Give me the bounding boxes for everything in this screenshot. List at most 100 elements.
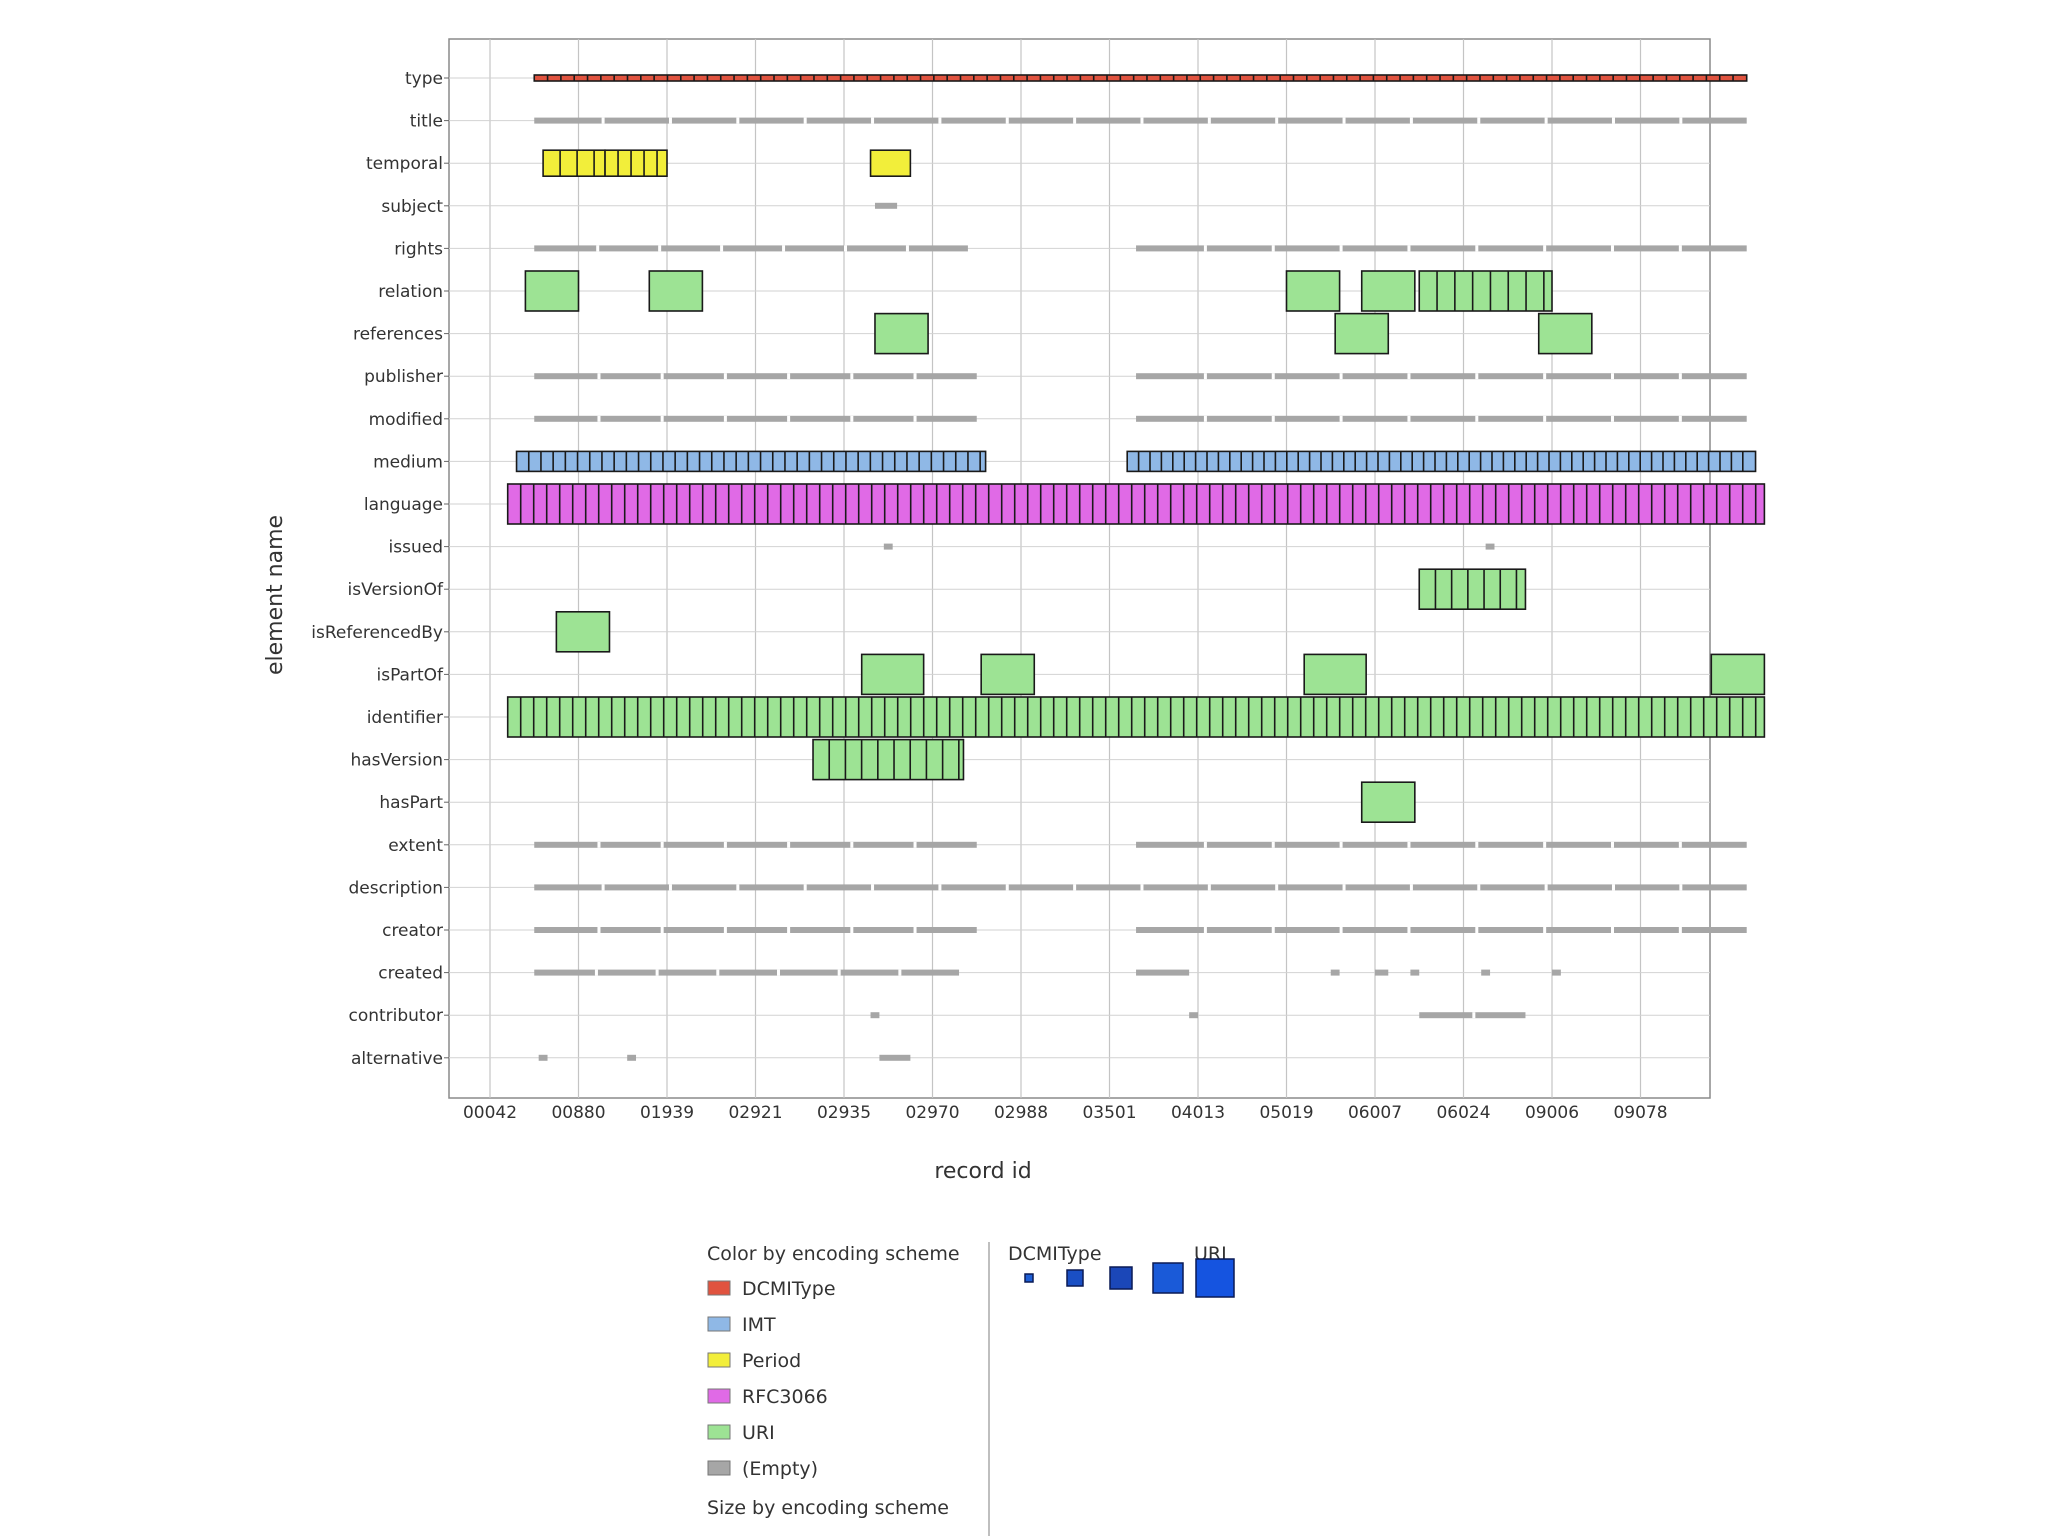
segment-gap <box>1611 373 1614 380</box>
segment-gap <box>837 969 841 976</box>
legend-size-square <box>1152 1262 1184 1294</box>
y-tick-label: language <box>364 495 443 515</box>
y-tick-label: extent <box>388 836 443 856</box>
legend-size-title: Size by encoding scheme <box>707 1497 949 1519</box>
y-tick-label: issued <box>389 538 443 558</box>
y-tick-label: alternative <box>351 1049 443 1069</box>
segment-gap <box>1339 927 1343 933</box>
bar-temporal <box>542 149 606 177</box>
segment <box>1360 270 1416 312</box>
bar-creator <box>1136 927 1747 933</box>
segment-gap <box>776 969 780 976</box>
bar-relation <box>1360 270 1416 312</box>
segment-gap <box>1271 373 1275 380</box>
segment <box>812 738 965 781</box>
bar-created <box>1410 969 1420 976</box>
bar-modified <box>534 415 977 422</box>
legend: Color by encoding scheme Size by encodin… <box>707 1242 1235 1536</box>
empty-segment <box>538 1054 548 1061</box>
segment-gap <box>660 373 664 380</box>
segment-gap <box>850 841 854 848</box>
x-tick-label: 09078 <box>1613 1103 1667 1123</box>
bar-isreferencedby <box>555 610 611 653</box>
bar-description <box>534 884 1747 891</box>
segment-gap <box>787 415 791 422</box>
bar-medium <box>515 450 987 473</box>
segment-gap <box>1475 245 1479 252</box>
segment-gap <box>1275 117 1279 124</box>
segment-gap <box>1543 415 1547 422</box>
bar-contributor <box>1189 1012 1198 1019</box>
bar-created <box>1481 969 1491 976</box>
segment-gap <box>1407 927 1411 933</box>
bar-extent <box>534 841 977 848</box>
segment <box>555 610 611 653</box>
empty-segment <box>1136 841 1747 848</box>
segment-gap <box>1140 117 1144 124</box>
segment <box>1360 781 1416 824</box>
y-axis-labels: type title temporal subject rights relation re… <box>311 69 449 1069</box>
segment-gap <box>1207 117 1211 124</box>
segment-gap <box>1472 1012 1476 1019</box>
empty-segment <box>1136 245 1747 252</box>
segment-gap <box>898 969 902 976</box>
segment <box>860 653 925 696</box>
y-tick-label: title <box>410 112 443 132</box>
y-tick-label: identifier <box>367 708 443 728</box>
bar-relation <box>1418 270 1553 312</box>
empty-segment <box>534 415 977 422</box>
segment-gap <box>597 373 601 380</box>
segment-gap <box>905 245 909 252</box>
segment-gap <box>1409 117 1413 124</box>
x-tick-label: 04013 <box>1171 1103 1225 1123</box>
segment-gap <box>1475 841 1479 848</box>
segment-gap <box>1611 117 1615 124</box>
segment-gap <box>850 415 854 422</box>
bars <box>506 74 1766 1061</box>
legend-size-square <box>1109 1266 1133 1290</box>
bar-ispartof <box>860 653 925 696</box>
segment-gap <box>736 884 740 891</box>
segment-gap <box>1679 117 1683 124</box>
segment <box>648 270 704 312</box>
empty-segment <box>1189 1012 1198 1019</box>
segment <box>515 450 987 473</box>
legend-label-period: Period <box>742 1350 801 1372</box>
empty-segment <box>1330 969 1340 976</box>
bar-subject <box>874 202 898 209</box>
legend-swatch-imt <box>707 1316 731 1332</box>
segment-gap <box>660 927 664 933</box>
segment-gap <box>1140 884 1144 891</box>
y-tick-label: description <box>348 878 443 898</box>
x-tick-label: 02970 <box>905 1103 959 1123</box>
empty-segment <box>1552 969 1561 976</box>
x-tick-label: 06024 <box>1436 1103 1490 1123</box>
segment-gap <box>1544 117 1548 124</box>
segment-gap <box>1678 841 1682 848</box>
segment-gap <box>1271 927 1275 933</box>
segment-gap <box>913 927 917 933</box>
bar-extent <box>1136 841 1747 848</box>
x-tick-label: 02988 <box>994 1103 1048 1123</box>
legend-swatch-uri <box>707 1424 731 1440</box>
segment <box>1303 653 1367 696</box>
segment-gap <box>803 117 807 124</box>
bar-alternative <box>538 1054 548 1061</box>
segment-gap <box>723 415 727 422</box>
y-tick-label: modified <box>369 410 443 430</box>
segment-gap <box>913 841 917 848</box>
y-tick-label: temporal <box>366 154 443 174</box>
bar-created <box>1136 969 1190 976</box>
empty-segment <box>1136 969 1190 976</box>
bar-relation <box>1285 270 1341 312</box>
segment-gap <box>596 245 600 252</box>
y-tick-label: hasPart <box>379 793 443 813</box>
segment-gap <box>601 884 605 891</box>
segment-gap <box>597 927 601 933</box>
segment-gap <box>1203 415 1207 422</box>
x-tick-label: 01939 <box>640 1103 694 1123</box>
bar-title <box>534 117 1747 124</box>
x-axis-labels: 00042 00880 01939 02921 02935 02970 02988 03501… <box>463 1103 1668 1123</box>
y-tick-label: references <box>353 325 443 345</box>
